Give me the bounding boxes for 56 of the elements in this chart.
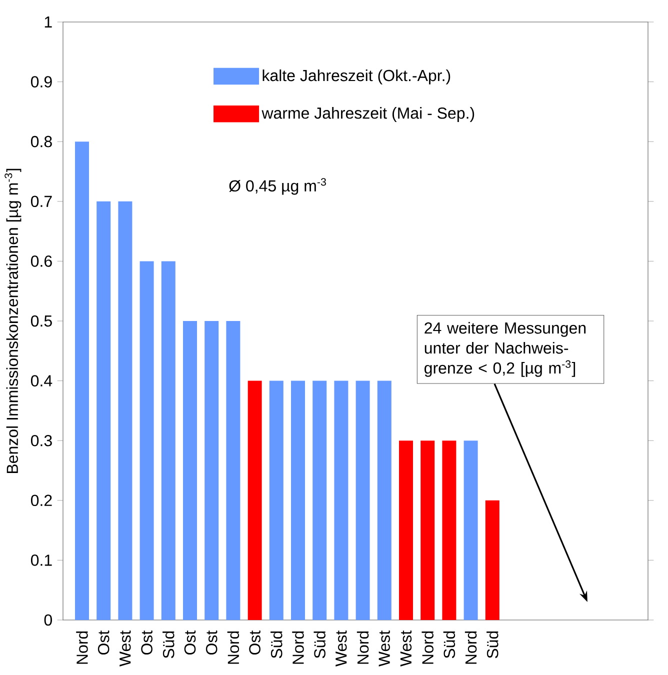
bar [420, 440, 435, 620]
bar [269, 380, 284, 620]
y-tick-label: 0.6 [30, 256, 52, 267]
y-tick-label: 0 [44, 614, 52, 626]
y-tick-label: 0.3 [30, 434, 52, 446]
x-tick-label: Nord [356, 631, 369, 664]
x-tick-label: Süd [162, 631, 174, 658]
bar [140, 261, 154, 620]
bar [75, 142, 89, 620]
y-tick-label: 0.7 [30, 196, 52, 208]
y-tick-label: 0.5 [30, 315, 52, 327]
bar [291, 380, 306, 620]
bar [485, 500, 500, 620]
x-tick-label: Ost [98, 630, 110, 655]
bar [334, 380, 348, 620]
y-tick-label: 0.1 [30, 554, 52, 566]
legend-label: kalte Jahreszeit (Okt.-Apr.) [262, 69, 450, 84]
x-tick-label: Ost [141, 630, 152, 655]
bar [96, 201, 111, 620]
x-tick-label: West [120, 630, 131, 666]
x-tick-label: West [336, 630, 347, 666]
legend-label: warme Jahreszeit (Mai - Sep.) [262, 107, 474, 122]
x-tick-label: Süd [443, 631, 456, 658]
bar [464, 440, 478, 620]
annotation: Ø 0,45 µg m$^{-3}$ [229, 178, 326, 195]
y-tick-label: 1 [44, 16, 52, 28]
bar [248, 380, 262, 620]
x-tick-label: Nord [422, 631, 434, 664]
bar [356, 380, 370, 620]
bar [399, 440, 413, 620]
y-tick-label: 0.9 [30, 76, 52, 88]
bar [183, 320, 197, 620]
x-tick-label: Nord [292, 631, 304, 664]
bar [377, 380, 392, 620]
x-tick-label: Süd [486, 631, 498, 658]
y-tick-label: 0.4 [30, 375, 52, 386]
x-tick-label: Ost [249, 630, 260, 655]
y-axis-title: Benzol Immissionskonzentrationen [µg m$^{-3}$] [4, 168, 22, 473]
y-tick-label: 0.8 [30, 136, 52, 148]
x-tick-label: West [378, 630, 390, 666]
bar [226, 320, 240, 620]
x-tick-label: Nord [227, 631, 240, 664]
x-tick-label: Nord [464, 631, 477, 664]
bar [442, 440, 456, 620]
x-tick-label: West [400, 630, 412, 666]
annotation: 24 weitere Messungen unter der Nachweis-grenze < 0,2 [µg m$^{-3}$] [424, 322, 586, 377]
x-tick-label: Süd [270, 631, 282, 658]
x-tick-label: Ost [184, 630, 196, 655]
x-tick-label: Süd [314, 631, 326, 658]
y-tick-label: 0.2 [30, 494, 52, 506]
x-tick-label: Ost [206, 630, 218, 655]
bar [118, 201, 132, 620]
x-tick-label: Nord [76, 631, 88, 664]
bar [161, 261, 176, 620]
bar [312, 380, 327, 620]
bar [204, 320, 219, 620]
